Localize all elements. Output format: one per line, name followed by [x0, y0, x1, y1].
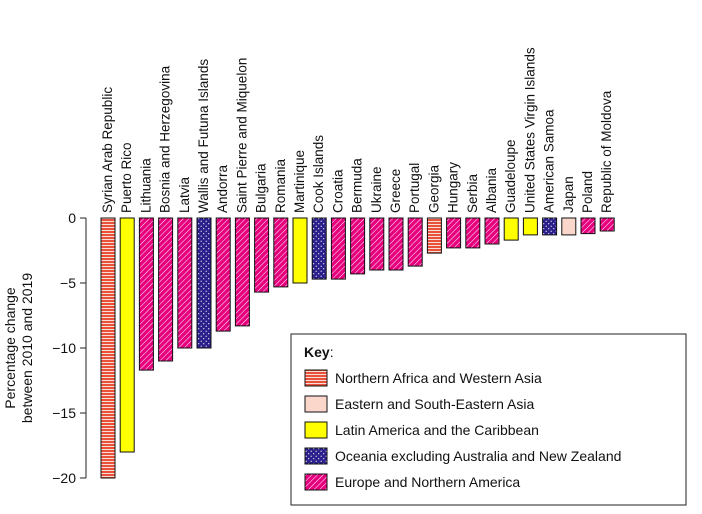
category-label: Romania: [273, 158, 288, 213]
y-axis: 0 −5 −10 −15 −20: [52, 210, 87, 486]
bar: [196, 217, 212, 349]
legend-swatch: [304, 369, 328, 387]
bar: [484, 217, 500, 245]
category-label: Syrian Arab Republic: [100, 87, 115, 213]
category-label: Serbia: [465, 173, 480, 213]
y-tick-label: −10: [52, 340, 76, 356]
legend-entry-label: Oceania excluding Australia and New Zeal…: [335, 448, 621, 464]
category-label: Bosnia and Herzegovina: [158, 65, 173, 213]
bar: [350, 217, 366, 275]
y-axis-title-line: between 2010 and 2019: [19, 273, 35, 423]
bar: [599, 217, 615, 232]
category-label: Latvia: [177, 176, 192, 213]
y-tick-label: 0: [68, 210, 76, 226]
category-label: Puerto Rico: [119, 142, 134, 213]
category-label: Croatia: [330, 169, 345, 213]
bar: [426, 217, 442, 254]
legend-entry-label: Northern Africa and Western Asia: [335, 370, 542, 386]
y-axis-title: Percentage change between 2010 and 2019: [2, 273, 35, 423]
category-label: Saint Pierre and Miquelon: [234, 58, 249, 213]
category-label: Georgia: [426, 164, 441, 213]
bar: [369, 217, 385, 271]
bars-group: [100, 217, 615, 479]
category-label: Bulgaria: [254, 163, 269, 213]
legend-swatch: [304, 421, 328, 439]
bar: [119, 217, 135, 453]
y-tick-label: −5: [60, 275, 76, 291]
bar: [561, 217, 577, 236]
category-label: American Samoa: [542, 109, 557, 213]
legend-swatch: [304, 447, 328, 465]
legend-entry-label: Europe and Northern America: [335, 474, 520, 490]
bar: [580, 217, 596, 235]
bar: [330, 217, 346, 280]
bar: [254, 217, 270, 293]
legend-items: Northern Africa and Western Asia Eastern …: [304, 369, 621, 491]
legend-title: Key:: [304, 344, 334, 360]
bar: [100, 217, 116, 479]
legend-box: [290, 333, 687, 506]
category-labels: Syrian Arab Republic Puerto Rico Lithuania…: [100, 47, 614, 213]
category-label: Greece: [388, 169, 403, 213]
bar: [158, 217, 174, 362]
bar: [311, 217, 327, 280]
category-label: Lithuania: [138, 158, 153, 213]
category-label: Poland: [580, 171, 595, 213]
category-label: Japan: [561, 176, 576, 213]
bar: [522, 217, 538, 236]
category-label: Portugal: [407, 163, 422, 213]
bar: [446, 217, 462, 249]
category-label: Andorra: [215, 164, 230, 213]
bar: [388, 217, 404, 271]
category-label: Cook Islands: [311, 135, 326, 213]
bar: [234, 217, 250, 327]
category-label: Ukraine: [369, 166, 384, 213]
category-label: Hungary: [446, 162, 461, 213]
bar: [465, 217, 481, 249]
legend-entry-label: Eastern and South-Eastern Asia: [335, 396, 534, 412]
y-tick-label: −20: [52, 470, 76, 486]
category-label: Wallis and Futuna Islands: [196, 59, 211, 213]
category-label: Albania: [484, 167, 499, 213]
bar: [215, 217, 231, 332]
y-tick-label: −15: [52, 405, 76, 421]
bar: [407, 217, 423, 267]
bar: [138, 217, 154, 371]
bar: [542, 217, 558, 236]
legend-swatch: [304, 395, 328, 413]
category-label: Republic of Moldova: [599, 90, 614, 213]
category-label: United States Virgin Islands: [522, 47, 537, 213]
bar: [292, 217, 308, 284]
bar: [177, 217, 193, 349]
category-label: Martinique: [292, 150, 307, 213]
legend-entry-label: Latin America and the Caribbean: [335, 422, 539, 438]
category-label: Bermuda: [350, 158, 365, 213]
bar: [273, 217, 289, 288]
y-axis-title-line: Percentage change: [2, 287, 18, 409]
legend: Key: Northern Africa and Western Asia Eas…: [290, 333, 687, 506]
category-label: Guadeloupe: [503, 139, 518, 213]
legend-swatch: [304, 473, 328, 491]
bar: [503, 217, 519, 241]
